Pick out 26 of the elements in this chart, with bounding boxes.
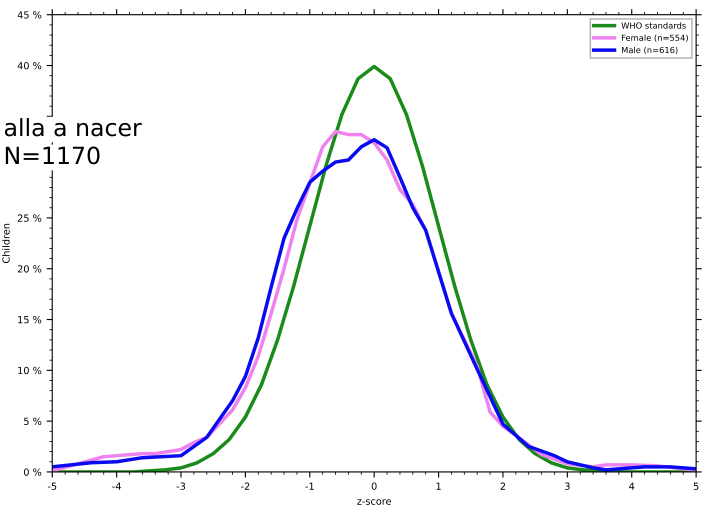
annotation: N=1170 bbox=[6, 146, 100, 164]
annotation: alla a nacer bbox=[4, 118, 142, 136]
x-tick-label: -1 bbox=[305, 482, 314, 490]
y-axis-title: Children bbox=[2, 224, 10, 264]
x-tick-label: -2 bbox=[241, 482, 250, 490]
y-tick-label: 25 % bbox=[18, 214, 42, 222]
y-tick-label: 10 % bbox=[18, 366, 42, 374]
x-tick-label: -5 bbox=[48, 482, 56, 490]
legend-label: Male (n=616) bbox=[622, 46, 678, 54]
x-tick-label: -4 bbox=[112, 482, 121, 490]
x-tick-label: 1 bbox=[436, 482, 441, 490]
x-tick-label: -3 bbox=[176, 482, 186, 490]
y-tick-label: 40 % bbox=[18, 62, 42, 70]
y-tick-label: 15 % bbox=[18, 316, 42, 324]
y-tick-label: 45 % bbox=[18, 11, 42, 19]
legend-label: WHO standards bbox=[621, 22, 686, 29]
x-tick-label: 2 bbox=[500, 482, 506, 490]
x-tick-label: 4 bbox=[629, 482, 634, 490]
y-tick-label: 20 % bbox=[18, 265, 42, 273]
y-tick-label: 5 % bbox=[24, 418, 42, 425]
legend-label: Female (n=554) bbox=[622, 34, 688, 42]
x-axis-title: z-score bbox=[357, 499, 392, 505]
x-tick-label: 0 bbox=[372, 482, 377, 490]
x-tick-label: 3 bbox=[564, 482, 570, 490]
x-tick-label: 5 bbox=[694, 482, 698, 490]
y-tick-label: 0 % bbox=[24, 468, 42, 476]
